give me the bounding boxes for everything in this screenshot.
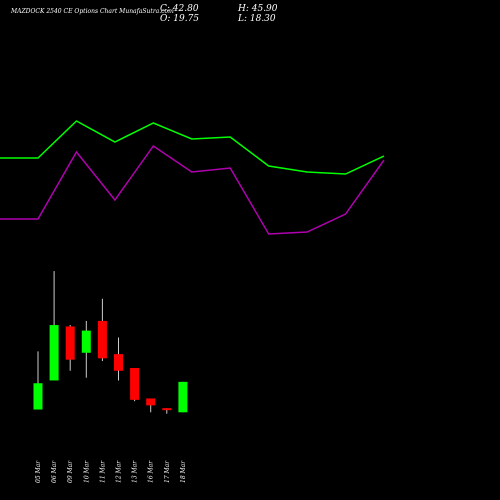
- candle-up: [178, 381, 188, 413]
- indicator-line-2: [0, 144, 385, 235]
- candle-down: [146, 398, 156, 406]
- x-axis-ticks: 05 Mar 06 Mar 09 Mar 10 Mar 11 Mar 12 Mar 13 M…: [35, 460, 187, 483]
- candle-down: [65, 326, 75, 360]
- x-tick-label: 11 Mar: [99, 460, 106, 483]
- close-value: C: 42.80: [160, 4, 199, 14]
- open-value: O: 19.75: [160, 14, 200, 24]
- low-value: L: 18.30: [238, 14, 276, 24]
- x-tick-label: 12 Mar: [116, 460, 123, 483]
- x-tick-label: 18 Mar: [180, 460, 187, 483]
- candle-down: [130, 368, 140, 400]
- candlesticks: [33, 271, 188, 414]
- candle-up: [49, 325, 59, 381]
- candle-down: [114, 354, 123, 371]
- indicator-line-1: [0, 120, 385, 175]
- indicator-lines: [0, 120, 385, 235]
- candle-up: [81, 330, 91, 353]
- x-tick-label: 17 Mar: [164, 460, 171, 483]
- x-tick-label: 16 Mar: [148, 460, 155, 483]
- high-value: H: 45.90: [238, 4, 278, 14]
- x-tick-label: 05 Mar: [35, 460, 42, 483]
- x-tick-label: 06 Mar: [51, 460, 58, 483]
- candle-up: [33, 383, 43, 410]
- candle-down: [162, 408, 172, 411]
- chart-title: MAZDOCK 2540 CE Options Chart MunafaSutr…: [11, 8, 174, 15]
- x-tick-label: 13 Mar: [132, 460, 139, 483]
- x-tick-label: 10 Mar: [83, 460, 90, 483]
- x-tick-label: 09 Mar: [67, 460, 74, 483]
- candle-down: [97, 320, 107, 359]
